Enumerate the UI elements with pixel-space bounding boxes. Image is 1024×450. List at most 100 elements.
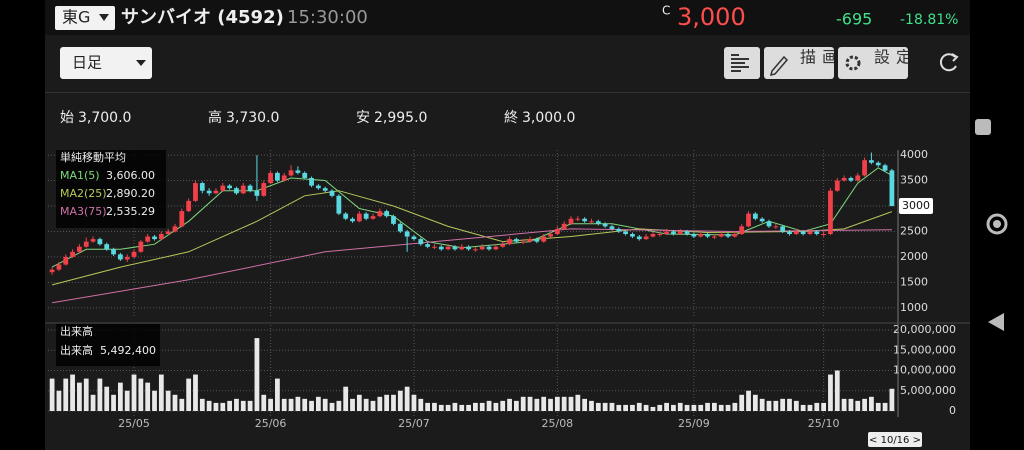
- candle-body: [404, 231, 410, 237]
- candle-body: [725, 234, 731, 237]
- last-price-label: 3000: [902, 199, 930, 212]
- volume-bar: [411, 394, 417, 411]
- candle-body: [240, 185, 246, 194]
- divider: [45, 92, 970, 93]
- nav-recent[interactable]: [975, 119, 991, 135]
- volume-bar: [56, 390, 62, 411]
- volume-bar: [841, 398, 847, 411]
- candle-body: [432, 246, 437, 248]
- volume-bar: [609, 402, 615, 411]
- button-bg: [764, 47, 834, 79]
- volume-bar: [302, 398, 308, 411]
- ohlc-value: 3,730.0: [226, 110, 279, 126]
- settings-button[interactable]: 設定: [838, 47, 912, 79]
- volume-bar: [438, 404, 444, 411]
- volume-bar: [780, 398, 786, 411]
- volume-bar: [855, 400, 861, 411]
- candle-body: [869, 160, 874, 163]
- y-tick-label: 2000: [900, 250, 928, 263]
- volume-bar: [199, 398, 205, 411]
- candle-body: [254, 190, 260, 196]
- volume-bar: [343, 386, 349, 411]
- candle-body: [752, 213, 758, 219]
- volume-bar: [206, 400, 212, 411]
- volume-bar: [698, 404, 704, 411]
- candle-body: [152, 236, 157, 240]
- volume-bar: [295, 396, 301, 411]
- volume-bar: [787, 398, 792, 411]
- volume-bar: [500, 400, 506, 411]
- candle-body: [186, 200, 192, 212]
- refresh-arrow: [951, 53, 959, 62]
- candle-body: [281, 175, 287, 181]
- volume-bar: [418, 398, 424, 411]
- candle-body: [739, 226, 745, 234]
- volume-bar: [77, 382, 82, 411]
- candle-body: [643, 236, 649, 240]
- refresh-icon[interactable]: [939, 53, 957, 72]
- volume-bar: [636, 402, 642, 411]
- candle-body: [848, 178, 854, 181]
- gear-icon: [845, 55, 861, 71]
- volume-bar: [527, 396, 533, 411]
- candle-body: [548, 234, 553, 237]
- candle-body: [124, 256, 130, 260]
- draw-button[interactable]: 描画: [764, 47, 838, 79]
- volume-bar: [766, 400, 772, 411]
- candle-body: [705, 234, 710, 237]
- nav-home-dot: [993, 220, 1001, 228]
- volume-bar: [684, 404, 690, 411]
- volume-bar: [152, 390, 157, 411]
- dropdown-arrow: [136, 60, 146, 66]
- candle-body: [445, 246, 451, 250]
- candle-body: [322, 188, 328, 191]
- candle-body: [247, 185, 253, 191]
- candle-body: [213, 190, 219, 194]
- pencil-icon: [769, 55, 789, 77]
- volume-bar: [124, 390, 130, 411]
- ohlc-value: 3,700.0: [78, 110, 131, 126]
- candle-body: [145, 236, 151, 242]
- change-pct: -18.81%: [900, 12, 958, 28]
- nav-back[interactable]: [988, 313, 1004, 331]
- volume-bar: [691, 404, 697, 411]
- candle-body: [384, 211, 390, 217]
- candle-body: [261, 183, 267, 196]
- volume-bar: [711, 402, 717, 411]
- candle-body: [616, 228, 622, 232]
- volume-bar: [616, 404, 622, 411]
- candle-body: [527, 239, 533, 242]
- nav-home[interactable]: [986, 213, 1008, 235]
- candle-body: [83, 241, 89, 247]
- candle-body: [534, 239, 540, 242]
- candle-body: [609, 226, 615, 229]
- volume-bar: [732, 402, 738, 411]
- volume-bar: [350, 398, 355, 411]
- candle-body: [452, 246, 458, 250]
- candle-body: [684, 231, 690, 234]
- candle-body: [63, 256, 69, 265]
- volume-bar: [643, 404, 649, 411]
- candle-body: [630, 234, 635, 237]
- volume-bar: [466, 404, 471, 411]
- volume-bar: [90, 394, 96, 411]
- candle-body: [541, 236, 547, 242]
- volume-bar: [862, 398, 867, 411]
- button-bg: [838, 47, 908, 79]
- volume-bar: [513, 400, 519, 411]
- period-select[interactable]: [60, 47, 152, 79]
- volume-bar: [83, 378, 89, 411]
- volume-bar: [213, 402, 219, 411]
- candle-body: [473, 249, 478, 251]
- y2-tick-label: 15,000,000: [893, 343, 956, 356]
- volume-bar: [193, 374, 198, 411]
- candle-body: [691, 234, 697, 237]
- y2-tick-label: 5,000,000: [900, 384, 956, 397]
- legend-value: 2,890.20: [106, 187, 155, 200]
- candle-body: [513, 239, 519, 242]
- volume-bar: [356, 394, 362, 411]
- candle-body: [350, 218, 355, 222]
- candle-body: [309, 178, 314, 186]
- market-select[interactable]: [55, 6, 115, 30]
